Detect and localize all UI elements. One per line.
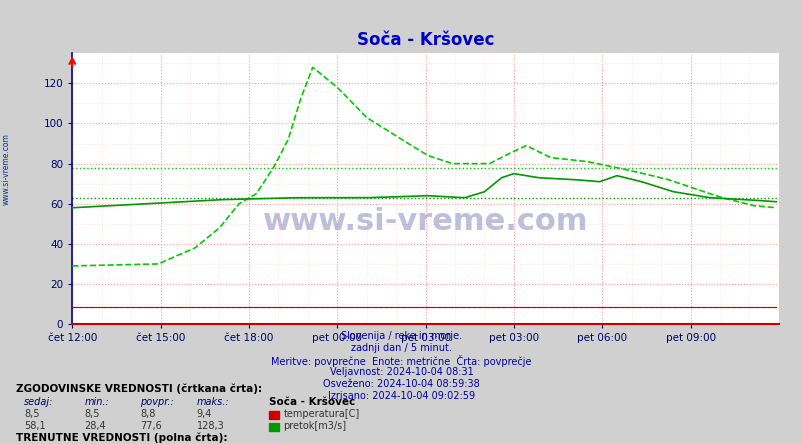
Text: TRENUTNE VREDNOSTI (polna črta):: TRENUTNE VREDNOSTI (polna črta): (16, 433, 227, 444)
Text: 8,5: 8,5 (84, 409, 99, 420)
Text: min.:: min.: (84, 397, 109, 407)
Text: zadnji dan / 5 minut.: zadnji dan / 5 minut. (350, 343, 452, 353)
Text: pretok[m3/s]: pretok[m3/s] (283, 421, 346, 431)
Text: maks.:: maks.: (196, 397, 229, 407)
Text: Izrisano: 2024-10-04 09:02:59: Izrisano: 2024-10-04 09:02:59 (327, 391, 475, 401)
Text: 58,1: 58,1 (24, 421, 46, 431)
Text: povpr.:: povpr.: (140, 397, 174, 407)
Text: www.si-vreme.com: www.si-vreme.com (262, 207, 588, 236)
Text: 128,3: 128,3 (196, 421, 225, 431)
Text: sedaj:: sedaj: (24, 397, 54, 407)
Text: temperatura[C]: temperatura[C] (283, 409, 359, 420)
Text: 9,4: 9,4 (196, 409, 212, 420)
Text: 77,6: 77,6 (140, 421, 162, 431)
Text: Slovenija / reke in morje.: Slovenija / reke in morje. (341, 331, 461, 341)
Text: Osveženo: 2024-10-04 08:59:38: Osveženo: 2024-10-04 08:59:38 (322, 379, 480, 389)
Text: Soča - Kršovec: Soča - Kršovec (269, 397, 354, 407)
Text: 28,4: 28,4 (84, 421, 106, 431)
Text: Veljavnost: 2024-10-04 08:31: Veljavnost: 2024-10-04 08:31 (329, 367, 473, 377)
Text: Meritve: povprečne  Enote: metrične  Črta: povprečje: Meritve: povprečne Enote: metrične Črta:… (271, 355, 531, 367)
Text: www.si-vreme.com: www.si-vreme.com (2, 133, 11, 205)
Title: Soča - Kršovec: Soča - Kršovec (356, 31, 494, 49)
Text: 8,5: 8,5 (24, 409, 39, 420)
Text: ZGODOVINSKE VREDNOSTI (črtkana črta):: ZGODOVINSKE VREDNOSTI (črtkana črta): (16, 383, 262, 394)
Text: 8,8: 8,8 (140, 409, 156, 420)
